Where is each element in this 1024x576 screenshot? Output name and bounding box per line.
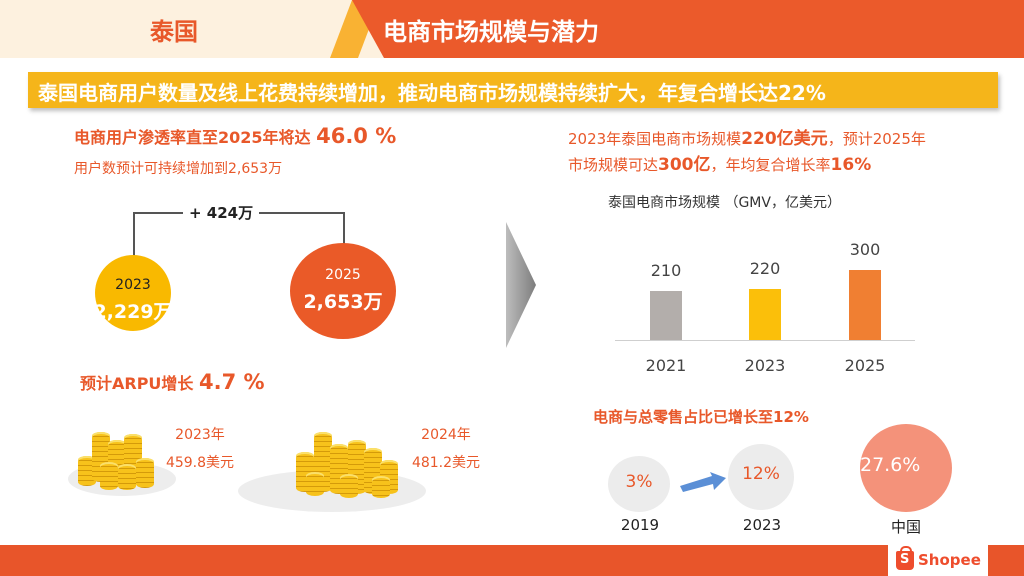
users-2025-year: 2025 [325, 267, 361, 283]
users-2023-year: 2023 [115, 277, 151, 293]
market-line2-prefix: 市场规模可达 [568, 156, 659, 174]
chart-baseline [615, 340, 915, 341]
bar-2021 [650, 291, 682, 340]
coin-stack [100, 462, 118, 490]
arpu-2023: 2023年 459.8美元 [160, 424, 240, 474]
arpu-2023-year: 2023年 [175, 427, 225, 443]
summary-banner-text: 泰国电商用户数量及线上花费持续增加，推动电商市场规模持续扩大，年复合增长达22% [38, 81, 826, 105]
market-headline: 2023年泰国电商市场规模220亿美元，预计2025年 市场规模可达300亿，年… [568, 126, 926, 178]
bar-2023 [749, 288, 781, 340]
page-title: 电商市场规模与潜力 [383, 18, 599, 46]
share-2023-year: 2023 [742, 516, 782, 534]
footer-bar [0, 545, 1024, 576]
user-penetration-label: 电商用户渗透率直至2025年将达 [74, 128, 317, 147]
arpu-value: 4.7 % [199, 370, 265, 394]
header-bar: 泰国 电商市场规模与潜力 [0, 0, 1024, 58]
country-label: 泰国 [150, 18, 198, 46]
share-2023-value: 12% [742, 464, 780, 484]
arpu-label: 预计ARPU增长 [80, 374, 199, 393]
summary-banner: 泰国电商用户数量及线上花费持续增加，推动电商市场规模持续扩大，年复合增长达22% [28, 72, 998, 108]
growth-arrow-icon [680, 472, 726, 492]
market-headline-line1: 2023年泰国电商市场规模220亿美元，预计2025年 [568, 126, 926, 152]
coin-stack [372, 476, 390, 498]
bar-value-label: 220 [749, 258, 781, 278]
bar-category-label: 2025 [844, 356, 886, 375]
arpu-2024-year: 2024年 [421, 427, 471, 443]
users-2023-circle: 2023 2,229万 [93, 255, 173, 331]
share-china-value: 27.6% [860, 454, 921, 476]
user-penetration-value: 46.0 % [316, 124, 397, 148]
share-2023-circle: 12% [728, 444, 794, 510]
market-line1-prefix: 2023年泰国电商市场规模 [568, 130, 742, 148]
user-penetration-headline: 电商用户渗透率直至2025年将达 46.0 % [74, 124, 396, 148]
users-2025-value: 2,653万 [303, 291, 383, 313]
growth-label: + 424万 [183, 202, 260, 223]
coin-stack [118, 464, 136, 490]
coin-stack [78, 456, 96, 486]
users-2023-value: 2,229万 [93, 301, 173, 323]
header-right-panel [352, 0, 1024, 58]
bar-2025 [849, 270, 881, 340]
users-2025-circle: 2025 2,653万 [290, 243, 396, 339]
coin-stack [340, 474, 358, 498]
arpu-2023-value: 459.8美元 [165, 455, 235, 471]
shopee-logo-text: Shopee [918, 551, 981, 569]
share-title: 电商与总零售占比已增长至12% [593, 408, 809, 426]
chart-title: 泰国电商市场规模 （GMV，亿美元） [608, 195, 841, 211]
shopee-logo: S Shopee [888, 545, 988, 576]
arpu-2024-value: 481.2美元 [411, 455, 481, 471]
market-line2-mid: ，年均复合增长率 [710, 156, 831, 174]
bar-value-label: 300 [849, 240, 881, 259]
bar-value-label: 210 [650, 261, 682, 280]
share-2019-year: 2019 [620, 516, 660, 534]
market-cagr: 16% [830, 155, 872, 175]
coin-stack [306, 472, 324, 496]
market-line1-suffix: ，预计2025年 [827, 130, 926, 148]
market-size-2025: 300亿 [658, 155, 711, 175]
shopee-bag-icon: S [896, 546, 914, 570]
share-china-label: 中国 [890, 518, 921, 536]
share-china-circle: 27.6% [860, 424, 952, 512]
arpu-2024: 2024年 481.2美元 [404, 424, 488, 474]
gmv-bar-chart: 210 2021 220 2023 300 2025 [615, 215, 920, 390]
share-2019-value: 3% [625, 472, 653, 492]
coin-stack [136, 458, 154, 488]
bar-category-label: 2021 [645, 356, 687, 375]
shopee-bag-letter: S [900, 552, 910, 567]
user-count-subtitle: 用户数预计可持续增加到2,653万 [74, 161, 283, 177]
share-2019-circle: 3% [608, 456, 670, 512]
market-size-2023: 220亿美元 [741, 129, 828, 149]
market-headline-line2: 市场规模可达300亿，年均复合增长率16% [568, 152, 926, 178]
bar-category-label: 2023 [744, 356, 786, 375]
arpu-headline: 预计ARPU增长 4.7 % [80, 370, 265, 394]
section-arrow-icon [506, 222, 536, 348]
